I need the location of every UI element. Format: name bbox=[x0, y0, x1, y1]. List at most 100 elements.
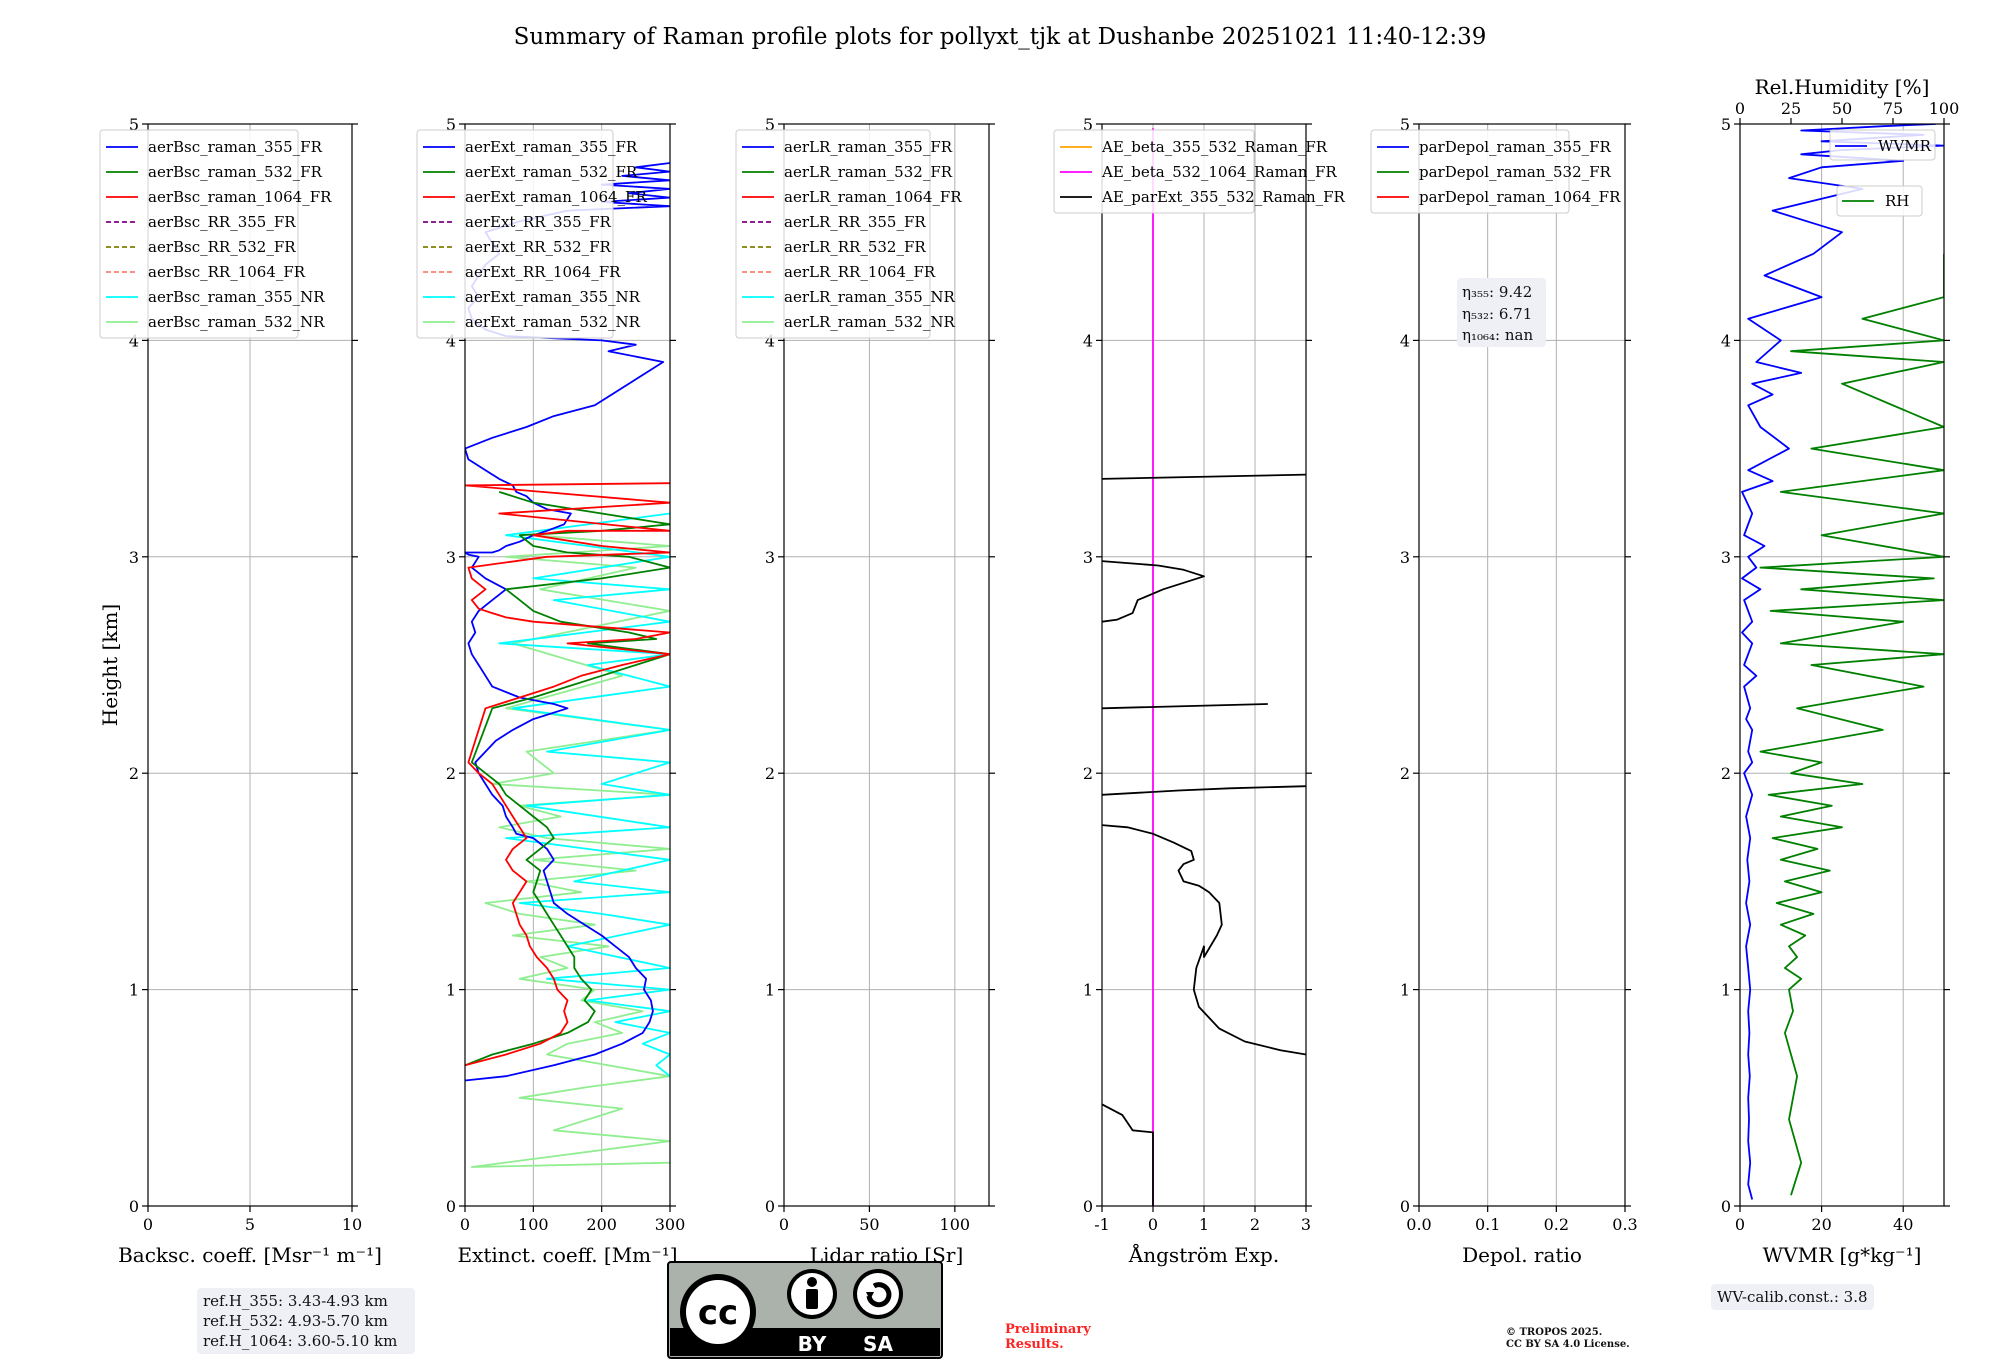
ytick-label-bsc-5: 5 bbox=[129, 115, 139, 134]
legend-label-bsc-1: aerBsc_raman_532_FR bbox=[148, 163, 323, 181]
badge-sa-label: SA bbox=[863, 1332, 893, 1356]
xtick-label-depol-2: 0.2 bbox=[1544, 1215, 1569, 1234]
axes-frame-ext bbox=[464, 123, 671, 1207]
legend-box-ae bbox=[1053, 129, 1255, 214]
series-line-ae-2 bbox=[1102, 824, 1306, 1056]
legend-bsc: aerBsc_raman_355_FR aerBsc_raman_532_FRae… bbox=[99, 129, 332, 339]
xtick-label-ae-2: 1 bbox=[1199, 1215, 1209, 1234]
legend-label-lr-3: aerLR_RR_355_FR bbox=[784, 213, 926, 231]
x-axis-label-depol: Depol. ratio bbox=[1462, 1243, 1582, 1267]
series-line-wv-1 bbox=[1759, 253, 1944, 1196]
series-group-wv bbox=[1741, 124, 1944, 1200]
ytick-label-bsc-2: 2 bbox=[129, 764, 139, 783]
ytick-label-ext-1: 1 bbox=[446, 981, 456, 1000]
legend-wvmr: WVMR bbox=[1829, 129, 1936, 161]
ytick-label-bsc-3: 3 bbox=[129, 548, 139, 567]
series-line-ext-3 bbox=[465, 491, 670, 1067]
top-xtick-label-4: 100 bbox=[1929, 99, 1960, 118]
legend-wvmr-label: WVMR bbox=[1878, 137, 1932, 155]
cc-circle-inner bbox=[686, 1280, 750, 1344]
xtick-label-wv-0: 0 bbox=[1735, 1215, 1745, 1234]
eta-1064: η₁₀₆₄: nan bbox=[1462, 326, 1533, 344]
legend-label-lr-4: aerLR_RR_532_FR bbox=[784, 238, 926, 256]
ytick-label-ae-1: 1 bbox=[1083, 981, 1093, 1000]
legend-label-lr-7: aerLR_raman_532_NR bbox=[784, 313, 955, 331]
ytick-label-ext-4: 4 bbox=[446, 331, 456, 350]
legend-rh: RH bbox=[1836, 185, 1923, 217]
legend-label-lr-1: aerLR_raman_532_FR bbox=[784, 163, 953, 181]
legend-label-lr-2: aerLR_raman_1064_FR bbox=[784, 188, 962, 206]
series-line-ext-0 bbox=[470, 534, 670, 1168]
legend-label-ext-0: aerExt_raman_355_FR bbox=[465, 138, 638, 156]
legend-label-bsc-4: aerBsc_RR_532_FR bbox=[148, 238, 296, 256]
by-person-body-icon bbox=[806, 1289, 818, 1309]
cc-by-sa-badge: cc BY SA bbox=[667, 1261, 943, 1359]
xtick-label-bsc-1: 5 bbox=[245, 1215, 255, 1234]
ytick-label-wv-4: 4 bbox=[1721, 331, 1731, 350]
figure-title: Summary of Raman profile plots for polly… bbox=[514, 24, 1487, 50]
eta-355: η₃₅₅: 9.42 bbox=[1462, 283, 1532, 301]
ytick-label-lr-0: 0 bbox=[765, 1197, 775, 1216]
ytick-label-ae-4: 4 bbox=[1083, 331, 1093, 350]
legend-label-bsc-6: aerBsc_raman_355_NR bbox=[148, 288, 325, 306]
legend-label-lr-6: aerLR_raman_355_NR bbox=[784, 288, 955, 306]
xtick-label-ae-4: 3 bbox=[1301, 1215, 1311, 1234]
copyright-note: © TROPOS 2025. CC BY SA 4.0 License. bbox=[1506, 1327, 1630, 1351]
ytick-label-wv-1: 1 bbox=[1721, 981, 1731, 1000]
preliminary-line-2: Results. bbox=[1005, 1337, 1064, 1352]
xtick-label-depol-1: 0.1 bbox=[1475, 1215, 1500, 1234]
ytick-label-ext-3: 3 bbox=[446, 548, 456, 567]
ytick-label-bsc-0: 0 bbox=[129, 1197, 139, 1216]
ytick-label-depol-4: 4 bbox=[1400, 331, 1410, 350]
sa-icon-inner bbox=[857, 1273, 899, 1315]
ytick-label-wv-3: 3 bbox=[1721, 548, 1731, 567]
legend-label-ae-2: AE_parExt_355_532_Raman_FR bbox=[1101, 188, 1346, 206]
ytick-label-wv-0: 0 bbox=[1721, 1197, 1731, 1216]
xtick-label-ae-3: 2 bbox=[1250, 1215, 1260, 1234]
series-group-ae bbox=[1102, 128, 1306, 1206]
ytick-label-lr-5: 5 bbox=[765, 115, 775, 134]
axes-frame-lr bbox=[783, 123, 990, 1207]
axes-frame-depol bbox=[1418, 123, 1626, 1207]
top-xtick-label-2: 50 bbox=[1832, 99, 1852, 118]
top-xtick-label-0: 0 bbox=[1735, 99, 1745, 118]
legend-ext: aerExt_raman_355_FR aerExt_raman_532_FRae… bbox=[416, 129, 647, 339]
legend-label-lr-5: aerLR_RR_1064_FR bbox=[784, 263, 936, 281]
series-line-ext-4 bbox=[465, 482, 670, 1067]
ytick-label-wv-2: 2 bbox=[1721, 764, 1731, 783]
series-line-ae-1 bbox=[1102, 1103, 1154, 1206]
xtick-label-ext-3: 300 bbox=[655, 1215, 686, 1234]
y-axis-label: Height [km] bbox=[98, 604, 122, 726]
xtick-label-wv-2: 40 bbox=[1893, 1215, 1913, 1234]
axes-frame-wv bbox=[1739, 123, 1945, 1207]
legend-label-ae-1: AE_beta_532_1064_Raman_FR bbox=[1101, 163, 1337, 181]
legend-label-ext-2: aerExt_raman_1064_FR bbox=[465, 188, 647, 206]
series-line-ae-4 bbox=[1102, 703, 1268, 710]
series-line-wv-0 bbox=[1741, 124, 1944, 1200]
legend-ae: AE_beta_355_532_Raman_FR AE_beta_532_1064… bbox=[1053, 129, 1346, 214]
xtick-label-wv-1: 20 bbox=[1811, 1215, 1831, 1234]
reference-height-box: ref.H_355: 3.43-4.93 km ref.H_532: 4.93-… bbox=[197, 1288, 415, 1354]
wv-calib-constant: WV-calib.const.: 3.8 bbox=[1717, 1288, 1868, 1306]
legend-label-ext-7: aerExt_raman_532_NR bbox=[465, 313, 641, 331]
ytick-label-lr-1: 1 bbox=[765, 981, 775, 1000]
series-line-ext-1 bbox=[498, 512, 670, 1077]
legend-label-ext-6: aerExt_raman_355_NR bbox=[465, 288, 641, 306]
copyright-line-1: © TROPOS 2025. bbox=[1506, 1327, 1603, 1338]
top-axis-label: Rel.Humidity [%] bbox=[1755, 75, 1930, 99]
ytick-label-ext-2: 2 bbox=[446, 764, 456, 783]
legend-label-lr-0: aerLR_raman_355_FR bbox=[784, 138, 953, 156]
ytick-label-lr-2: 2 bbox=[765, 764, 775, 783]
xtick-label-ext-1: 100 bbox=[518, 1215, 549, 1234]
top-xtick-label-1: 25 bbox=[1781, 99, 1801, 118]
panel-depol: 0.0 0.1 0.2 0.3 0 1 2 3 4 5 Depol. ratio parDepol_r… bbox=[1370, 115, 1638, 1267]
series-line-ae-3 bbox=[1102, 785, 1306, 796]
panel-wv: 0 20 40 0 1 2 3 4 5 WVMR [g*kg⁻¹] 0 25 50 75 100Rel.Hu… bbox=[1721, 75, 1959, 1267]
ytick-label-ext-5: 5 bbox=[446, 115, 456, 134]
legend-label-bsc-7: aerBsc_raman_532_NR bbox=[148, 313, 325, 331]
ytick-label-depol-2: 2 bbox=[1400, 764, 1410, 783]
ytick-label-lr-4: 4 bbox=[765, 331, 775, 350]
legend-label-ext-3: aerExt_RR_355_FR bbox=[465, 213, 612, 231]
ytick-label-bsc-1: 1 bbox=[129, 981, 139, 1000]
